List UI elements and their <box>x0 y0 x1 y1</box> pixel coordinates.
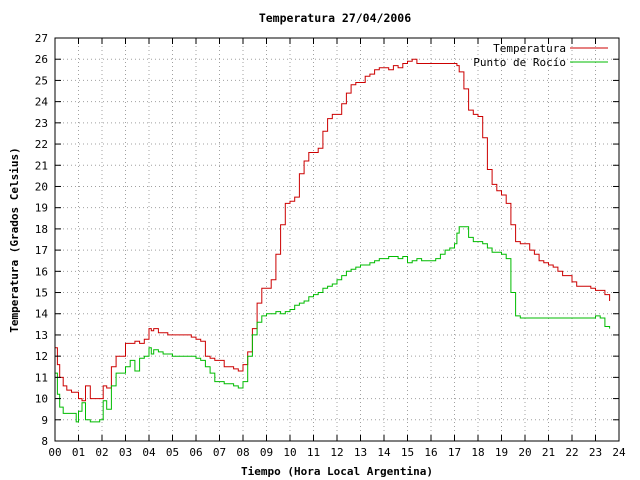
x-tick-label: 18 <box>471 446 484 459</box>
y-tick-label: 18 <box>35 223 48 236</box>
x-tick-label: 04 <box>142 446 156 459</box>
x-tick-label: 10 <box>283 446 296 459</box>
ticks <box>54 37 620 442</box>
y-tick-label: 25 <box>35 74 48 87</box>
x-tick-label: 08 <box>236 446 249 459</box>
x-tick-label: 01 <box>72 446 85 459</box>
y-tick-labels: 8 9 10 11 12 13 14 15 16 17 18 19 20 21 22 23 24 25 26 27 <box>35 32 49 448</box>
x-tick-label: 00 <box>48 446 61 459</box>
y-tick-label: 14 <box>35 308 49 321</box>
x-tick-label: 03 <box>119 446 132 459</box>
x-tick-label: 21 <box>542 446 555 459</box>
y-tick-label: 21 <box>35 159 48 172</box>
x-tick-label: 14 <box>377 446 391 459</box>
y-tick-label: 12 <box>35 350 48 363</box>
y-tick-label: 23 <box>35 117 48 130</box>
x-tick-label: 15 <box>401 446 414 459</box>
x-tick-labels: 00 01 02 03 04 05 06 07 08 09 10 11 12 13 14 15 16 17 18 19… <box>48 446 626 459</box>
x-tick-label: 20 <box>518 446 531 459</box>
y-tick-label: 22 <box>35 138 48 151</box>
x-tick-label: 07 <box>213 446 226 459</box>
x-tick-label: 05 <box>166 446 179 459</box>
legend: Temperatura Punto de Rocío <box>473 42 608 69</box>
y-tick-label: 13 <box>35 329 48 342</box>
y-tick-label: 19 <box>35 202 48 215</box>
y-tick-label: 15 <box>35 287 48 300</box>
series-line-temperatura <box>55 58 611 402</box>
x-tick-label: 22 <box>565 446 578 459</box>
legend-label-punto-de-rocio: Punto de Rocío <box>473 56 566 69</box>
y-tick-label: 17 <box>35 244 48 257</box>
series-line-punto-de-rocio <box>55 226 611 423</box>
grid <box>55 38 619 441</box>
x-tick-label: 19 <box>495 446 508 459</box>
y-tick-label: 20 <box>35 180 48 193</box>
x-axis-label: Tiempo (Hora Local Argentina) <box>241 465 433 478</box>
x-tick-label: 16 <box>424 446 437 459</box>
y-tick-label: 26 <box>35 53 48 66</box>
y-tick-label: 8 <box>41 435 48 448</box>
x-tick-label: 02 <box>95 446 108 459</box>
chart-title: Temperatura 27/04/2006 <box>259 11 411 25</box>
x-tick-label: 24 <box>612 446 626 459</box>
y-tick-label: 10 <box>35 393 48 406</box>
x-tick-label: 11 <box>307 446 320 459</box>
y-tick-label: 9 <box>41 414 48 427</box>
x-tick-label: 23 <box>589 446 602 459</box>
x-tick-label: 06 <box>189 446 202 459</box>
x-tick-label: 12 <box>330 446 343 459</box>
x-tick-label: 17 <box>448 446 461 459</box>
y-tick-label: 27 <box>35 32 48 45</box>
x-tick-label: 13 <box>354 446 367 459</box>
legend-label-temperatura: Temperatura <box>493 42 566 55</box>
y-tick-label: 24 <box>35 96 49 109</box>
series-layer <box>55 58 611 423</box>
y-tick-label: 16 <box>35 265 48 278</box>
x-tick-label: 09 <box>260 446 273 459</box>
y-axis-label: Temperatura (Grados Celsius) <box>8 147 21 332</box>
y-tick-label: 11 <box>35 371 48 384</box>
